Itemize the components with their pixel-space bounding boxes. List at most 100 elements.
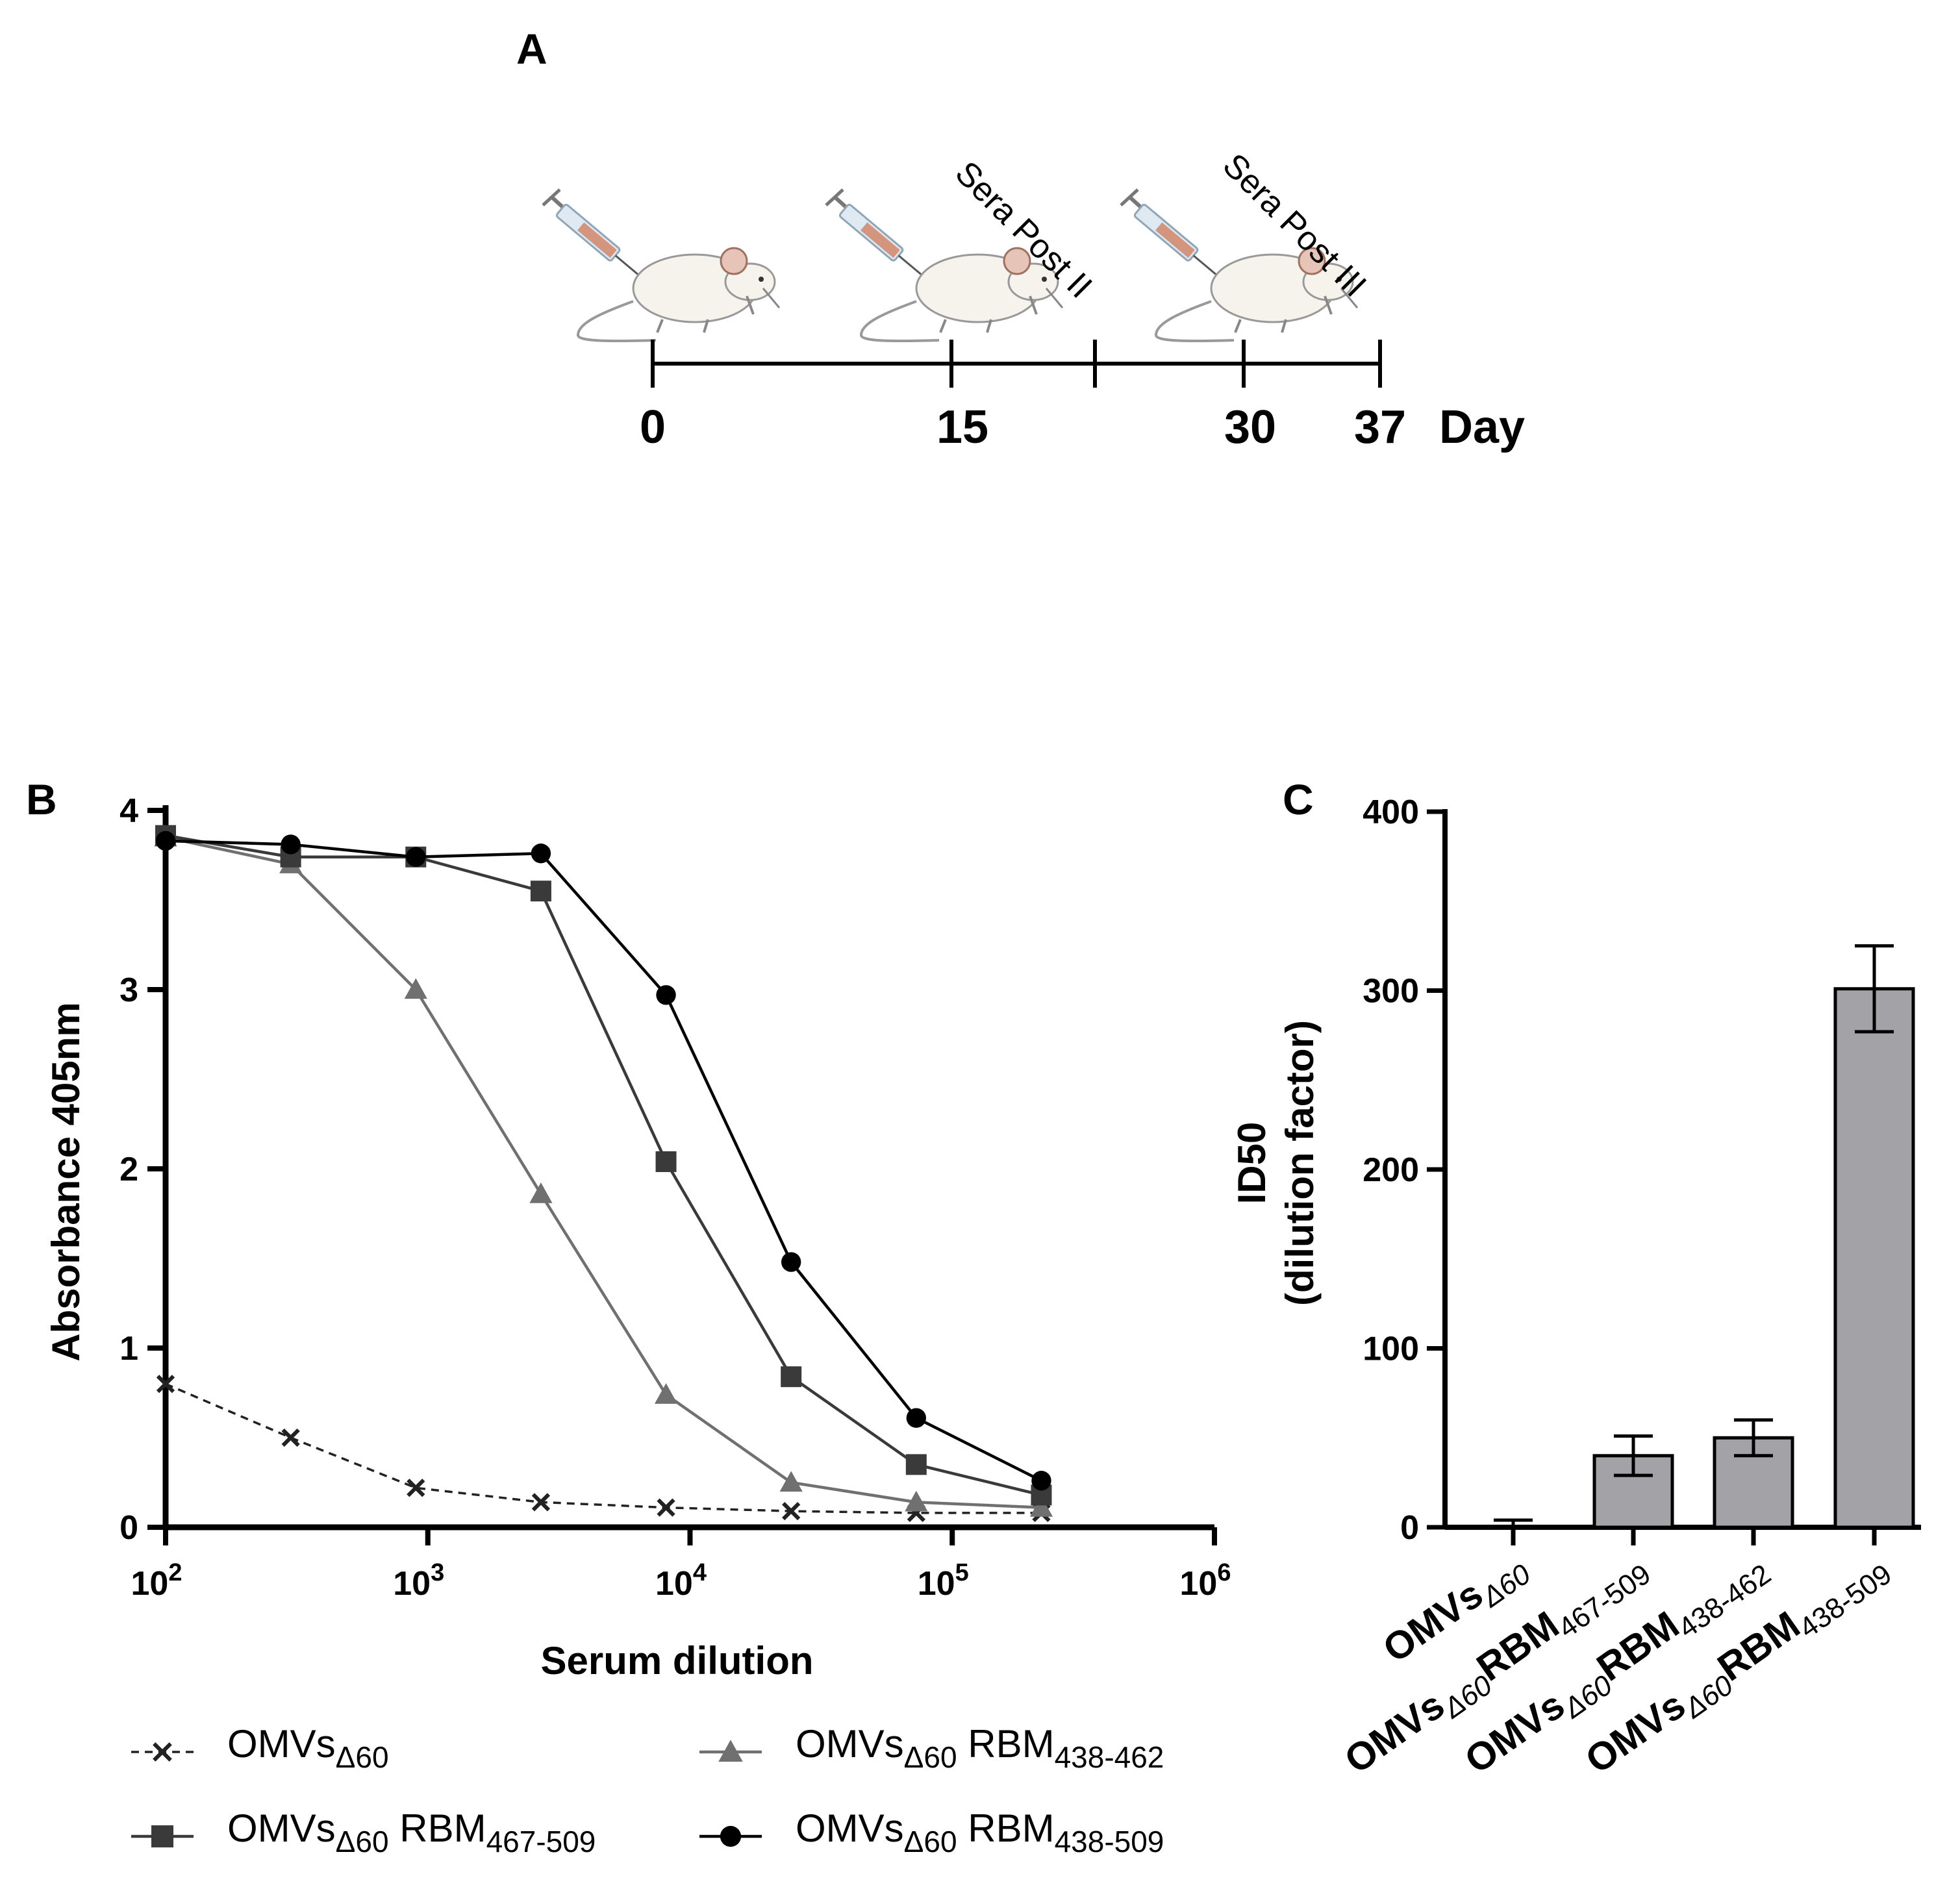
x-tick-base: 10 (918, 1565, 955, 1603)
y-tick-label: 100 (1363, 1331, 1419, 1368)
legend-label: OMVsΔ60 RBM438-509 (796, 1806, 1164, 1858)
x-tick-label: 106 (1180, 1559, 1231, 1603)
x-tick-label: 105 (918, 1559, 969, 1603)
legend-rbm: RBM (957, 1722, 1055, 1766)
y-tick-label: 0 (119, 1509, 138, 1547)
day-label-37: 37 (1354, 401, 1406, 453)
y-tick-label: 0 (1400, 1509, 1419, 1547)
series-line (165, 834, 1042, 1497)
legend-rbm: RBM (957, 1806, 1055, 1850)
day-label-15: 15 (936, 401, 988, 453)
category-main: OMVs (1337, 1683, 1452, 1782)
data-point (654, 1383, 678, 1404)
data-point (407, 1479, 425, 1497)
data-point (655, 1151, 677, 1172)
data-point (281, 834, 301, 855)
y-axis-title: ID50 (1230, 1122, 1274, 1205)
legend-label: OMVsΔ60 (227, 1722, 389, 1774)
data-point (281, 1428, 300, 1447)
data-point (529, 1182, 553, 1203)
y-axis-title-units: (dilution factor) (1278, 1020, 1322, 1306)
x-tick-exponent: 4 (693, 1559, 707, 1586)
y-tick-label: 400 (1363, 794, 1419, 831)
x-axis-title: Serum dilution (541, 1639, 814, 1682)
data-point (404, 978, 427, 999)
data-point (530, 881, 551, 902)
x-tick-label: 103 (393, 1559, 444, 1603)
day-unit-label: Day (1439, 401, 1525, 453)
data-point (779, 1471, 803, 1492)
data-point (657, 1498, 675, 1517)
data-point (906, 1408, 927, 1428)
data-point (781, 1366, 802, 1388)
data-point (905, 1454, 927, 1475)
legend-marker (720, 1825, 742, 1847)
day-label-0: 0 (640, 401, 666, 453)
x-tick-base: 10 (655, 1565, 693, 1603)
legend-main: OMVs (227, 1806, 336, 1850)
series-line (165, 839, 1042, 1482)
panel-b-letter: B (26, 775, 57, 823)
x-tick-exponent: 6 (1217, 1559, 1231, 1586)
series-2 (154, 825, 1053, 1517)
legend-item: OMVsΔ60 (131, 1722, 389, 1774)
legend-marker (153, 1742, 172, 1762)
y-tick-label: 3 (119, 971, 138, 1009)
x-tick-exponent: 2 (168, 1559, 182, 1586)
legend-marker (151, 1825, 173, 1847)
legend-label: OMVsΔ60 RBM467-509 (227, 1806, 596, 1858)
syringe-mouse-icon (543, 190, 779, 341)
data-point (155, 831, 176, 851)
series-line (165, 1382, 1042, 1514)
y-tick-label: 4 (119, 792, 138, 830)
legend-sub: Δ60 (336, 1740, 389, 1774)
category-rbm-sub: 438-509 (1793, 1558, 1897, 1645)
legend-item: OMVsΔ60 RBM438-462 (699, 1722, 1164, 1774)
panel-c: C 0 100 200 300 400 ID50 (dilution factor) OMVs… (1230, 775, 1921, 1782)
data-point (531, 1493, 551, 1512)
legend-rbm: RBM (389, 1806, 486, 1850)
legend-sub: Δ60 (904, 1825, 957, 1858)
legend-label: OMVsΔ60 RBM438-462 (796, 1722, 1164, 1774)
legend-sub: Δ60 (336, 1825, 389, 1858)
panel-a-letter: A (516, 25, 547, 73)
data-point (782, 1502, 801, 1521)
data-point (531, 844, 551, 864)
data-point (656, 985, 676, 1005)
data-point (406, 847, 426, 867)
panel-a: A (516, 25, 1525, 453)
legend-marker (718, 1740, 743, 1762)
y-tick-label: 300 (1363, 973, 1419, 1010)
x-tick-label: 104 (655, 1559, 707, 1603)
legend-rbm-sub: 438-462 (1055, 1740, 1164, 1774)
x-tick-base: 10 (1180, 1565, 1218, 1603)
series-4 (155, 831, 1051, 1491)
x-tick-label: 102 (131, 1559, 182, 1603)
y-axis-title: Absorbance 405nm (44, 1002, 88, 1362)
panel-c-letter: C (1283, 775, 1314, 823)
legend-main: OMVs (227, 1722, 336, 1766)
data-point (156, 1375, 175, 1394)
legend-sub: Δ60 (904, 1740, 957, 1774)
bar (1833, 987, 1915, 1529)
day-label-30: 30 (1224, 401, 1276, 453)
y-tick-label: 200 (1363, 1151, 1419, 1189)
x-tick-base: 10 (131, 1565, 169, 1603)
x-tick-exponent: 5 (955, 1559, 969, 1586)
data-point (1029, 1496, 1053, 1517)
legend-main: OMVs (796, 1806, 904, 1850)
y-tick-label: 2 (119, 1151, 138, 1188)
legend-rbm-sub: 467-509 (486, 1825, 596, 1858)
data-point (1031, 1471, 1051, 1491)
legend-rbm-sub: 438-509 (1055, 1825, 1164, 1858)
x-tick-base: 10 (393, 1565, 431, 1603)
series-line (165, 836, 1042, 1509)
y-tick-label: 1 (119, 1330, 138, 1368)
x-tick-exponent: 3 (431, 1559, 444, 1586)
legend-main: OMVs (796, 1722, 904, 1766)
